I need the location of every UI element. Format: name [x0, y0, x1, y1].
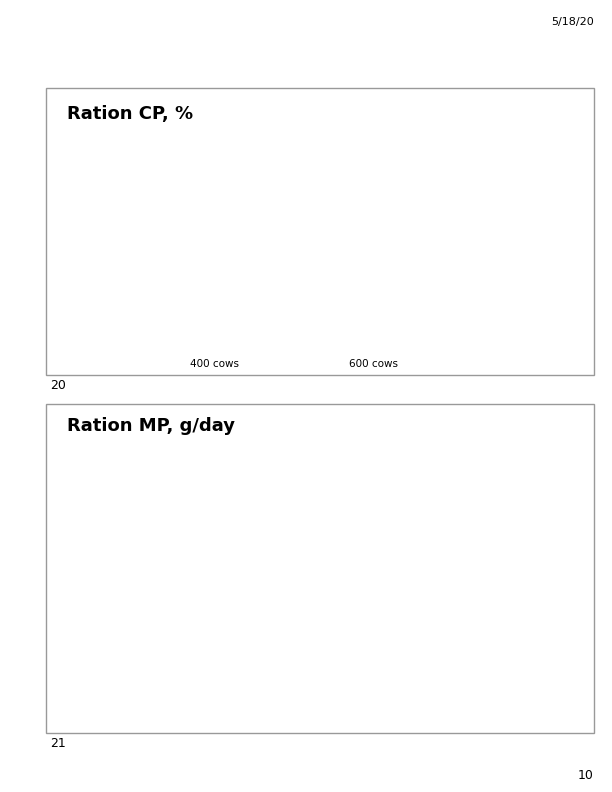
Bar	[358, 242, 395, 348]
Text: 600 cows: 600 cows	[349, 359, 398, 369]
Text: 21: 21	[50, 737, 66, 749]
Text: Ration MP, g/day: Ration MP, g/day	[67, 417, 236, 436]
Bar	[322, 141, 358, 348]
Legend: Initial, Final: Initial, Final	[467, 520, 521, 553]
Bar	[228, 277, 264, 348]
Text: 10: 10	[578, 770, 594, 782]
Text: 400 cows: 400 cows	[190, 359, 239, 369]
Bar	[192, 170, 228, 348]
Bar	[358, 571, 395, 681]
Text: 5/18/20: 5/18/20	[551, 17, 594, 28]
Bar	[170, 678, 248, 681]
Text: Ration CP, %: Ration CP, %	[67, 105, 193, 123]
Bar	[228, 534, 264, 681]
Bar	[300, 678, 379, 681]
Bar	[192, 452, 228, 681]
Bar	[322, 590, 358, 681]
Text: 20: 20	[50, 379, 66, 391]
Bar	[300, 346, 379, 348]
Legend: Initial, Final: Initial, Final	[467, 200, 521, 232]
Bar	[170, 346, 248, 348]
